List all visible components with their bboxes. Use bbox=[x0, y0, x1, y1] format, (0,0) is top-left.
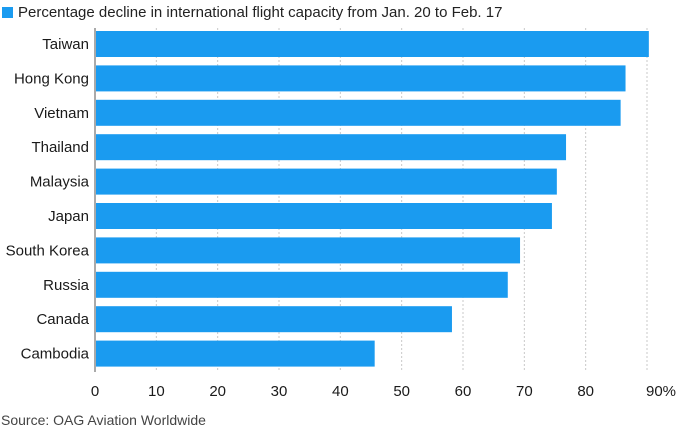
x-tick-label-90: 90% bbox=[646, 383, 676, 400]
source-note: Source: OAG Aviation Worldwide bbox=[1, 412, 206, 428]
x-tick-label-50: 50 bbox=[393, 383, 410, 400]
bar-vietnam bbox=[96, 99, 621, 126]
legend-swatch bbox=[2, 6, 13, 18]
bar-malaysia bbox=[96, 168, 557, 195]
x-tick-label-40: 40 bbox=[332, 383, 349, 400]
category-label-cambodia: Cambodia bbox=[21, 346, 90, 363]
x-tick-label-60: 60 bbox=[455, 383, 472, 400]
category-label-taiwan: Taiwan bbox=[42, 36, 89, 53]
category-label-south-korea: South Korea bbox=[6, 242, 90, 259]
category-label-malaysia: Malaysia bbox=[30, 174, 90, 191]
category-label-japan: Japan bbox=[48, 208, 89, 225]
category-label-hong-kong: Hong Kong bbox=[14, 70, 89, 87]
x-tick-label-10: 10 bbox=[148, 383, 165, 400]
x-tick-label-70: 70 bbox=[516, 383, 533, 400]
x-tick-label-20: 20 bbox=[209, 383, 226, 400]
category-label-thailand: Thailand bbox=[31, 139, 89, 156]
x-tick-label-0: 0 bbox=[91, 383, 99, 400]
legend-label: Percentage decline in international flig… bbox=[18, 3, 503, 21]
bar-taiwan bbox=[96, 31, 649, 57]
bar-japan bbox=[96, 203, 552, 229]
x-tick-label-30: 30 bbox=[271, 383, 288, 400]
chart-legend: Percentage decline in international flig… bbox=[2, 2, 502, 22]
bar-cambodia bbox=[96, 340, 375, 367]
category-label-canada: Canada bbox=[36, 311, 89, 328]
bar-hong-kong bbox=[96, 65, 626, 92]
bar-russia bbox=[96, 271, 508, 298]
bar-south-korea bbox=[96, 237, 521, 264]
bar-thailand bbox=[96, 134, 567, 161]
bar-canada bbox=[96, 306, 452, 333]
category-label-vietnam: Vietnam bbox=[34, 105, 89, 122]
x-tick-label-80: 80 bbox=[577, 383, 594, 400]
category-label-russia: Russia bbox=[43, 277, 90, 294]
